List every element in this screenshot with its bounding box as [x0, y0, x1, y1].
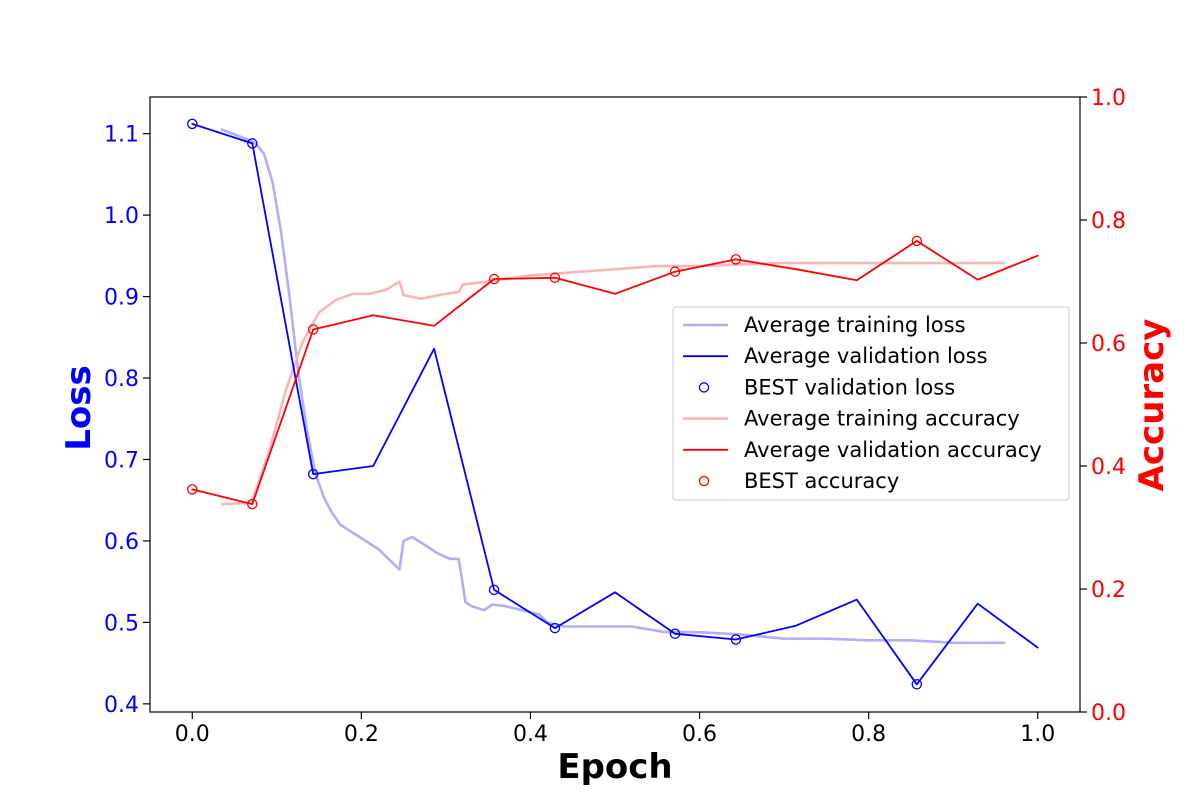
series-best-validation-loss-point [730, 634, 742, 645]
series-best-validation-loss-point [247, 138, 258, 149]
y-axis-left: 0.4 0.5 0.6 0.7 0.8 0.9 1.0 1.1 [104, 123, 150, 718]
series-best-accuracy-point [669, 266, 681, 277]
legend-swatch-marker [698, 475, 710, 487]
y-right-tick-label: 0.6 [1091, 332, 1126, 357]
series-best-accuracy-point [730, 254, 742, 265]
legend: Average training loss Average validation … [672, 306, 1070, 501]
y-axis-right-title: Accuracy [1132, 319, 1172, 492]
legend-box [672, 306, 1070, 501]
series-best-validation-loss-point [549, 622, 561, 634]
x-tick-label: 1.0 [1020, 722, 1055, 747]
legend-label: Average training loss [744, 313, 966, 337]
series-average-validation-accuracy-line [191, 239, 1039, 506]
plot-frame [149, 96, 1081, 713]
y-left-tick-label: 1.0 [104, 204, 139, 229]
x-axis-title: Epoch [557, 747, 672, 787]
x-tick-label: 0.2 [344, 722, 379, 747]
legend-items: Average training loss Average validation … [683, 313, 1042, 493]
series-best-accuracy-point [247, 498, 258, 510]
y-axis-right: 0.0 0.2 0.4 0.6 0.8 1.0 [1080, 86, 1126, 726]
y-right-tick-label: 1.0 [1091, 86, 1126, 111]
series-average-training-loss-line [220, 128, 1006, 645]
y-right-tick-label: 0.0 [1091, 701, 1126, 726]
x-tick-label: 0.0 [175, 722, 210, 747]
y-left-tick-label: 0.6 [104, 530, 139, 555]
legend-label: BEST accuracy [744, 469, 899, 493]
y-left-tick-label: 0.4 [104, 693, 139, 718]
series-best-accuracy-point [187, 484, 198, 495]
legend-label: Average training accuracy [744, 407, 1020, 431]
y-left-tick-label: 1.1 [104, 123, 139, 148]
series-layer [187, 118, 1039, 690]
y-right-tick-label: 0.8 [1091, 209, 1126, 234]
y-right-tick-label: 0.4 [1091, 455, 1126, 480]
series-best-accuracy-point [488, 273, 500, 285]
y-left-tick-label: 0.5 [104, 611, 139, 636]
legend-label: BEST validation loss [744, 375, 955, 399]
series-best-accuracy-point [911, 235, 923, 247]
series-best-accuracy-point [307, 324, 319, 335]
series-average-validation-loss-line [191, 123, 1039, 686]
x-axis: 0.0 0.2 0.4 0.6 0.8 1.0 [175, 712, 1055, 747]
series-best-validation-loss-point [911, 679, 923, 690]
y-right-tick-label: 0.2 [1091, 578, 1126, 603]
legend-swatch-marker [698, 382, 710, 393]
legend-label: Average validation accuracy [744, 438, 1042, 462]
x-tick-label: 0.8 [851, 722, 886, 747]
x-tick-label: 0.4 [513, 722, 548, 747]
series-best-accuracy-point [549, 272, 561, 284]
y-left-tick-label: 0.7 [104, 448, 139, 473]
series-best-validation-loss-point [488, 584, 500, 596]
x-tick-label: 0.6 [682, 722, 717, 747]
series-best-validation-loss-point [307, 468, 319, 480]
y-left-tick-label: 0.8 [104, 367, 139, 392]
series-average-training-accuracy-line [220, 261, 1006, 506]
series-best-validation-loss-point [669, 628, 681, 640]
series-best-validation-loss-point [187, 118, 198, 130]
y-axis-left-title: Loss [59, 365, 99, 451]
legend-label: Average validation loss [744, 344, 988, 368]
y-left-tick-label: 0.9 [104, 286, 139, 311]
